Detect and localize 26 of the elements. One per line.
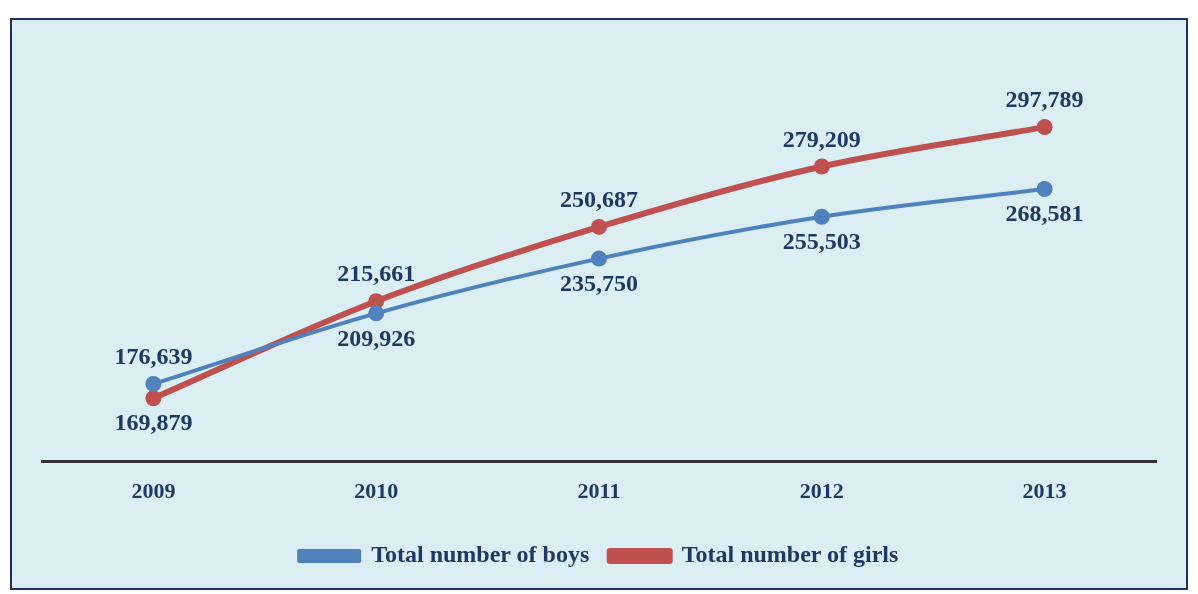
point xyxy=(368,305,385,322)
legend-label: Total number of boys xyxy=(371,541,590,568)
data-label: 176,639 xyxy=(114,343,193,370)
point xyxy=(813,208,830,225)
x-tick-label: 2013 xyxy=(1022,478,1067,504)
point xyxy=(1036,119,1053,136)
point xyxy=(1036,181,1053,198)
x-tick-label: 2011 xyxy=(577,478,621,504)
data-label: 235,750 xyxy=(560,269,638,296)
point xyxy=(145,390,162,407)
point xyxy=(591,250,607,267)
x-tick-label: 2009 xyxy=(131,478,176,504)
x-tick-label: 2012 xyxy=(799,478,844,504)
data-label: 169,879 xyxy=(114,409,193,436)
point xyxy=(591,218,607,235)
point xyxy=(813,158,830,175)
data-label: 268,581 xyxy=(1005,200,1084,227)
data-label: 255,503 xyxy=(782,227,861,254)
point xyxy=(145,375,162,392)
data-label: 297,789 xyxy=(1005,86,1084,113)
data-label: 215,661 xyxy=(337,260,416,287)
data-label: 250,687 xyxy=(560,186,638,213)
data-label: 279,209 xyxy=(782,125,861,152)
legend-label: Total number of girls xyxy=(681,541,899,568)
data-label: 209,926 xyxy=(337,324,416,351)
x-tick-label: 2010 xyxy=(354,478,399,504)
